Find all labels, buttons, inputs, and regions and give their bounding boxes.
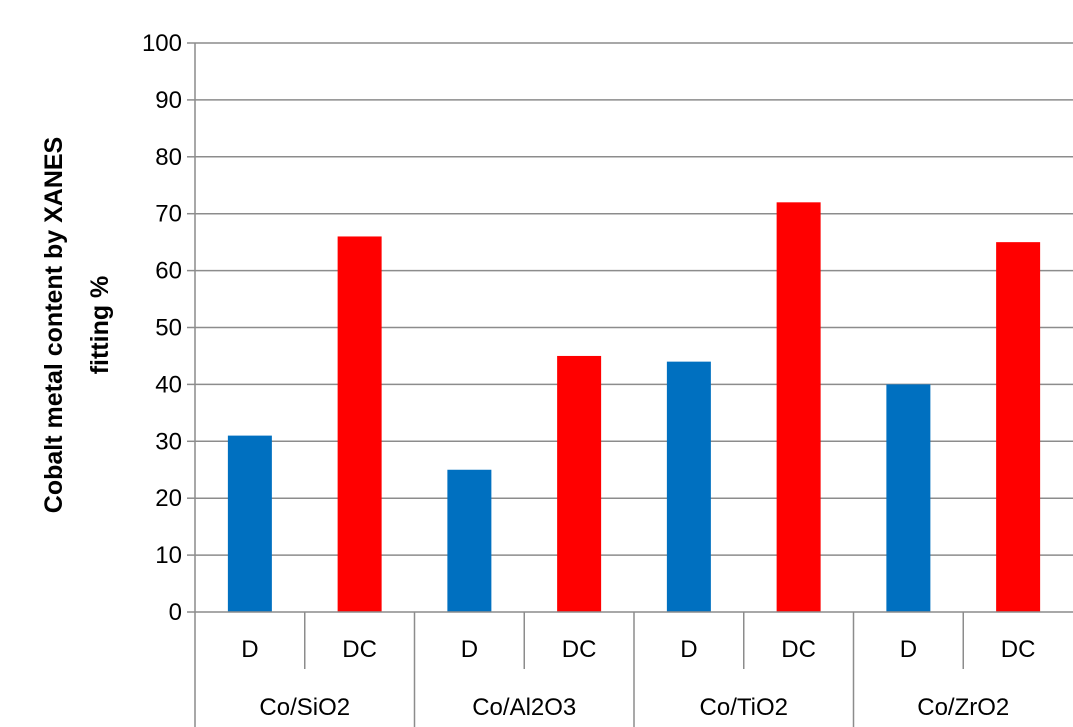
bar-co-sio2-d [227,435,272,612]
y-tick-label: 40 [155,371,182,398]
x-group-label: Co/TiO2 [700,694,788,721]
y-tick-label: 10 [155,542,182,569]
x-subcategory-label: DC [342,636,377,663]
x-group-label: Co/Al2O3 [472,694,576,721]
x-subcategory-label: DC [1001,636,1036,663]
x-group-label: Co/SiO2 [259,694,350,721]
y-tick-label: 0 [169,599,182,626]
y-tick-label: 80 [155,144,182,171]
x-subcategory-label: D [680,636,697,663]
bar-co-zro2-d [886,384,931,612]
bar-co-tio2-dc [776,202,821,612]
bar-co-al2o3-dc [557,355,602,612]
bar-co-zro2-dc [996,242,1041,612]
y-tick-label: 70 [155,201,182,228]
labels: 0 10 20 30 40 50 60 70 80 90 100 D DC D DC D DC D DC Co/SiO… [142,30,1036,721]
bar-co-sio2-dc [337,236,382,612]
axes [187,42,1073,727]
x-group-label: Co/ZrO2 [917,694,1009,721]
y-tick-label: 100 [142,30,182,57]
y-tick-label: 60 [155,258,182,285]
x-subcategory-label: D [461,636,478,663]
x-subcategory-label: DC [562,636,597,663]
y-tick-label: 20 [155,485,182,512]
y-axis-title-line-1: Cobalt metal content by XANES [40,137,68,513]
bar-co-tio2-d [666,361,711,612]
gridlines [195,42,1073,556]
y-tick-label: 90 [155,87,182,114]
x-subcategory-label: D [241,636,258,663]
y-tick-label: 50 [155,315,182,342]
x-subcategory-label: D [900,636,917,663]
y-axis-title-line-2: fitting % [86,276,114,375]
bars [227,202,1041,612]
y-tick-label: 30 [155,428,182,455]
bar-co-al2o3-d [447,469,492,612]
x-subcategory-label: DC [781,636,816,663]
